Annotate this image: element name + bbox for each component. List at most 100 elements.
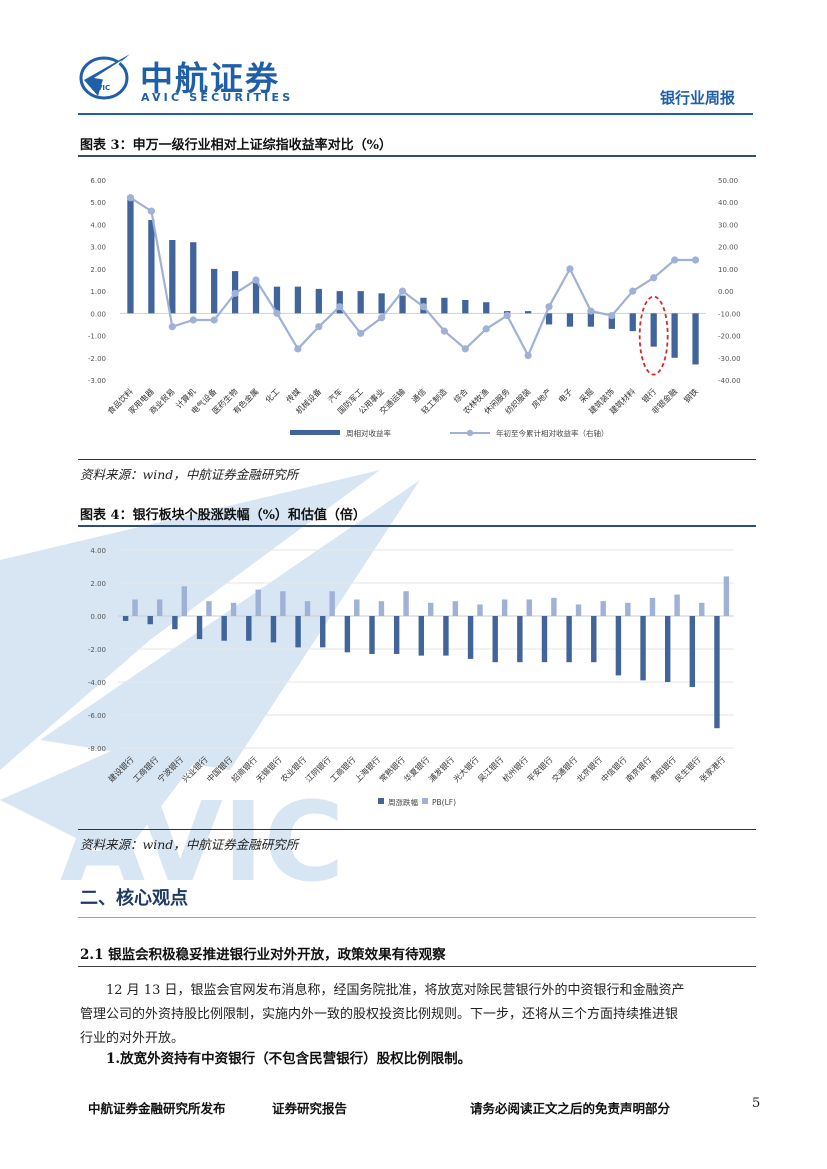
category-label: 杭州银行: [500, 754, 530, 784]
category-label: 房地产: [529, 386, 553, 410]
bar-change: [714, 616, 720, 729]
figure4-chart: 4.002.000.00-2.00-4.00-6.00-8.00建设银行工商银行…: [88, 547, 734, 807]
paragraph-line: 12 月 13 日，银监会官网发布消息称，经国务院批准，将放宽对除民营银行外的中…: [106, 983, 685, 998]
category-label: 平安银行: [525, 754, 555, 784]
bar-change: [393, 616, 400, 654]
bar-change: [196, 616, 203, 640]
y-tick-right: -20.00: [718, 333, 741, 341]
point-1: 1.放宽外资持有中资银行（不包含民营银行）股权比例限制。: [106, 1051, 472, 1067]
legend-swatch-pb: [422, 798, 428, 804]
bar: [524, 311, 532, 314]
bar-change: [320, 616, 326, 648]
bar: [671, 313, 678, 358]
category-label: 化工: [263, 386, 281, 404]
subheading-rule: [78, 966, 756, 967]
category-label: 农业银行: [279, 754, 309, 784]
logo-cn: 中航证券: [140, 59, 280, 98]
figure3-chart: 6.00 5.00 4.00 3.00 2.00 1.00 0.00 -1.00 -2.00 -3…: [88, 177, 741, 438]
bar-pb: [354, 599, 360, 616]
bar: [273, 286, 281, 314]
bar: [211, 268, 218, 314]
bar-pb: [329, 591, 335, 616]
bar: [252, 282, 260, 314]
category-label: 中国银行: [205, 754, 235, 784]
figure3-bottom-rule: [78, 459, 756, 460]
bar-pb: [280, 591, 286, 616]
category-label: 中信银行: [599, 754, 629, 784]
bar: [566, 313, 574, 327]
bar-pb: [206, 601, 212, 616]
line-point: [357, 329, 365, 337]
category-label: 汽车: [326, 386, 344, 404]
y-tick-right: 0.00: [718, 288, 734, 296]
bar: [462, 300, 469, 314]
bar-change: [591, 616, 597, 663]
category-label: 钢铁: [682, 386, 700, 404]
line-point: [671, 256, 679, 264]
bar: [127, 195, 134, 314]
legend-label: 年初至今累计相对收益率（右轴）: [496, 428, 609, 438]
bar-pb: [575, 604, 582, 616]
bar: [650, 313, 657, 347]
bar-pb: [723, 576, 730, 616]
line-point: [650, 274, 658, 282]
category-label: 工商银行: [328, 754, 358, 784]
y-tick-left: 2.00: [90, 266, 106, 274]
y-tick: 0.00: [90, 613, 106, 621]
y-tick-left: -2.00: [88, 355, 106, 363]
bar-pb: [132, 599, 138, 616]
bar-change: [122, 616, 129, 621]
bar-pb: [501, 599, 508, 616]
line-point: [231, 289, 239, 297]
legend-label: PB(LF): [432, 798, 456, 807]
bar-pb: [600, 601, 606, 616]
line-point: [294, 345, 302, 353]
category-label: 无锡银行: [254, 754, 284, 784]
y-tick-right: 10.00: [718, 266, 738, 274]
category-label: 建设银行: [106, 754, 136, 784]
bar: [399, 295, 406, 314]
bar-change: [517, 616, 523, 663]
bar-change: [369, 616, 375, 654]
bar: [336, 291, 343, 314]
bar: [315, 288, 322, 314]
y-tick: -8.00: [88, 745, 106, 753]
figure4-top-rule: [78, 525, 756, 527]
y-tick-left: 3.00: [90, 244, 106, 252]
line-point: [629, 287, 637, 295]
bar: [545, 313, 553, 325]
bar-pb: [428, 602, 434, 616]
y-tick-left: 5.00: [90, 199, 106, 207]
report-type: 银行业周报: [660, 89, 736, 107]
y-tick-right: -30.00: [718, 355, 741, 363]
bar-pb: [378, 601, 385, 616]
category-label: 张家港行: [697, 754, 727, 784]
y-tick: -6.00: [88, 712, 106, 720]
bar-pb: [403, 591, 409, 616]
y-tick-left: 1.00: [90, 288, 106, 296]
paragraph: 12 月 13 日，银监会官网发布消息称，经国务院批准，将放宽对除民营银行外的中…: [80, 979, 756, 1051]
bar: [608, 313, 615, 329]
bar-pb: [625, 602, 631, 616]
category-label: 兴业银行: [180, 754, 210, 784]
y-tick-right: 40.00: [718, 199, 738, 207]
line-point: [482, 325, 490, 333]
bar-pb: [674, 594, 680, 616]
line-point: [273, 309, 281, 317]
figure4-source: 资料来源：wind，中航证券金融研究所: [80, 837, 299, 852]
legend-swatch-change: [378, 798, 384, 804]
category-label: 采掘: [577, 386, 595, 404]
line-point: [419, 303, 428, 311]
category-label: 江阴银行: [303, 754, 333, 784]
y-tick: -2.00: [88, 646, 106, 654]
footer-right: 请务必阅读正文之后的免责声明部分: [470, 1101, 671, 1116]
bar-pb: [452, 601, 459, 616]
y-tick-right: 30.00: [718, 221, 738, 229]
figure3-title: 图表 3：申万一级行业相对上证综指收益率对比（%）: [80, 138, 392, 153]
figure3-source: 资料来源：wind，中航证券金融研究所: [80, 467, 299, 482]
figure4-title: 图表 4：银行板块个股涨跌幅（%）和估值（倍）: [80, 508, 366, 523]
y-tick-left: 0.00: [90, 310, 106, 318]
category-label: 南京银行: [623, 754, 653, 784]
y-tick-right: -40.00: [718, 377, 741, 385]
line-series: [129, 196, 696, 359]
